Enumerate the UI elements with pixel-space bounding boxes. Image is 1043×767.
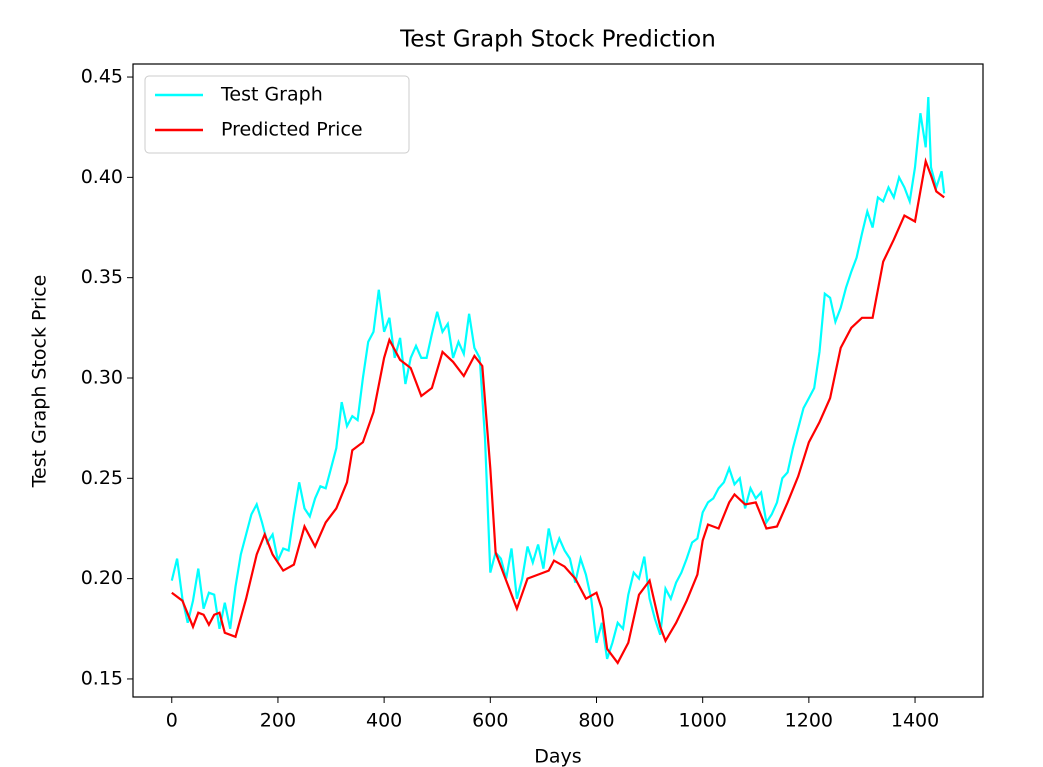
x-tick-label: 200 [260, 710, 296, 732]
x-tick-label: 1000 [678, 710, 726, 732]
y-tick-label: 0.30 [81, 366, 123, 388]
chart-title: Test Graph Stock Prediction [399, 27, 716, 53]
y-tick-label: 0.15 [81, 667, 123, 689]
x-tick-label: 0 [166, 710, 178, 732]
y-tick-label: 0.45 [81, 66, 123, 88]
y-axis-label: Test Graph Stock Price [29, 275, 51, 489]
x-tick-label: 1400 [891, 710, 939, 732]
series-line [171, 157, 945, 665]
y-tick-label: 0.25 [81, 467, 123, 489]
series-line [170, 97, 946, 660]
y-tick-label: 0.35 [81, 266, 123, 288]
y-tick-label: 0.20 [81, 567, 123, 589]
x-tick-label: 600 [472, 710, 508, 732]
legend-label: Test Graph [220, 84, 323, 106]
x-tick-label: 800 [578, 710, 614, 732]
x-axis-label: Days [534, 746, 581, 767]
legend-label: Predicted Price [221, 119, 363, 141]
y-tick-label: 0.40 [81, 166, 123, 188]
plot-frame [132, 63, 984, 698]
x-tick-label: 1200 [785, 710, 833, 732]
x-tick-label: 400 [366, 710, 402, 732]
legend-box [144, 75, 410, 154]
